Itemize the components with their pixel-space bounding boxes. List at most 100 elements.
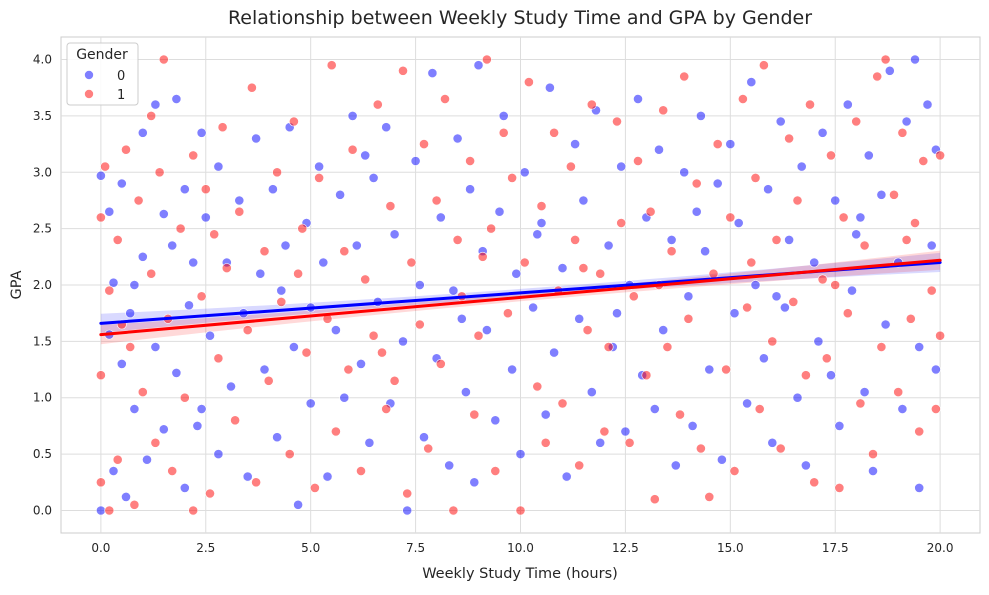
data-point-1 — [901, 234, 912, 245]
data-point-1 — [931, 404, 941, 414]
data-point-1 — [272, 167, 282, 178]
data-point-0 — [150, 99, 161, 110]
data-point-0 — [137, 251, 148, 262]
data-point-0 — [213, 449, 224, 459]
data-point-0 — [356, 358, 366, 369]
data-point-0 — [784, 234, 794, 245]
data-point-1 — [486, 223, 496, 234]
data-point-0 — [658, 325, 669, 335]
data-point-1 — [549, 127, 559, 138]
x-tick-label: 12.5 — [612, 541, 639, 555]
data-point-1 — [599, 426, 610, 437]
data-point-0 — [200, 212, 211, 223]
data-point-0 — [771, 291, 782, 302]
data-point-0 — [515, 449, 526, 459]
data-point-0 — [834, 420, 845, 431]
data-point-1 — [205, 488, 215, 499]
data-point-1 — [423, 443, 434, 454]
data-point-0 — [108, 277, 119, 288]
data-point-0 — [335, 189, 345, 200]
data-point-0 — [649, 404, 660, 414]
data-point-0 — [813, 336, 824, 347]
data-point-1 — [96, 212, 106, 223]
data-point-1 — [641, 370, 652, 381]
data-point-0 — [712, 178, 723, 189]
data-point-1 — [578, 263, 589, 273]
legend-box — [66, 42, 139, 106]
data-point-0 — [603, 240, 614, 251]
data-point-1 — [897, 127, 908, 138]
x-tick-label: 0.0 — [91, 541, 110, 555]
data-point-1 — [309, 482, 320, 493]
data-point-0 — [507, 364, 517, 375]
data-point-0 — [532, 229, 543, 240]
y-tick-label: 0.0 — [33, 503, 52, 517]
data-point-1 — [284, 449, 295, 459]
data-point-0 — [494, 206, 505, 217]
data-point-1 — [125, 342, 136, 352]
data-point-1 — [696, 443, 706, 454]
data-point-1 — [104, 285, 115, 296]
data-point-0 — [360, 150, 371, 161]
legend-marker-0 — [84, 70, 94, 80]
data-point-1 — [112, 454, 123, 465]
data-point-0 — [876, 189, 887, 200]
data-point-1 — [792, 195, 803, 206]
x-tick-label: 10.0 — [507, 541, 534, 555]
data-point-0 — [259, 364, 270, 375]
data-point-0 — [129, 280, 140, 290]
data-point-0 — [255, 268, 266, 279]
data-point-1 — [389, 375, 400, 386]
data-point-0 — [226, 381, 236, 392]
data-point-1 — [263, 375, 274, 386]
data-point-0 — [780, 302, 790, 313]
data-point-1 — [414, 319, 425, 330]
data-point-0 — [775, 116, 786, 127]
data-point-1 — [784, 133, 794, 144]
data-point-0 — [435, 212, 446, 223]
data-point-1 — [234, 206, 245, 217]
data-point-0 — [96, 170, 106, 181]
data-point-0 — [448, 285, 459, 296]
data-point-1 — [419, 139, 429, 149]
data-point-1 — [859, 240, 870, 251]
data-point-1 — [167, 466, 178, 476]
data-point-0 — [368, 172, 379, 183]
data-point-1 — [246, 82, 257, 93]
data-point-0 — [410, 156, 421, 166]
data-point-1 — [876, 342, 887, 352]
data-point-0 — [670, 460, 681, 471]
data-point-1 — [570, 234, 580, 245]
data-point-0 — [167, 240, 178, 251]
data-point-0 — [280, 240, 291, 251]
data-point-1 — [616, 218, 627, 228]
data-point-1 — [347, 144, 358, 155]
data-point-1 — [712, 139, 723, 149]
data-point-1 — [868, 449, 878, 459]
data-point-0 — [830, 195, 841, 206]
data-point-1 — [683, 313, 694, 324]
data-point-1 — [356, 466, 366, 476]
data-point-0 — [150, 342, 161, 352]
data-point-1 — [179, 392, 190, 403]
data-point-0 — [192, 420, 203, 431]
data-point-1 — [889, 189, 899, 200]
data-point-1 — [221, 263, 232, 273]
data-point-0 — [171, 94, 182, 104]
data-point-0 — [528, 302, 538, 313]
data-point-1 — [855, 398, 866, 409]
data-point-0 — [267, 184, 278, 195]
data-point-1 — [603, 342, 614, 352]
data-point-1 — [288, 116, 299, 127]
data-point-0 — [809, 257, 820, 268]
data-point-1 — [96, 370, 106, 381]
data-point-1 — [809, 477, 820, 488]
data-point-0 — [116, 358, 127, 369]
data-point-0 — [536, 218, 547, 228]
data-point-0 — [196, 127, 207, 138]
data-point-0 — [179, 482, 190, 493]
data-point-0 — [922, 99, 933, 110]
data-point-1 — [435, 358, 446, 369]
data-point-0 — [545, 82, 555, 93]
data-point-1 — [490, 466, 501, 476]
